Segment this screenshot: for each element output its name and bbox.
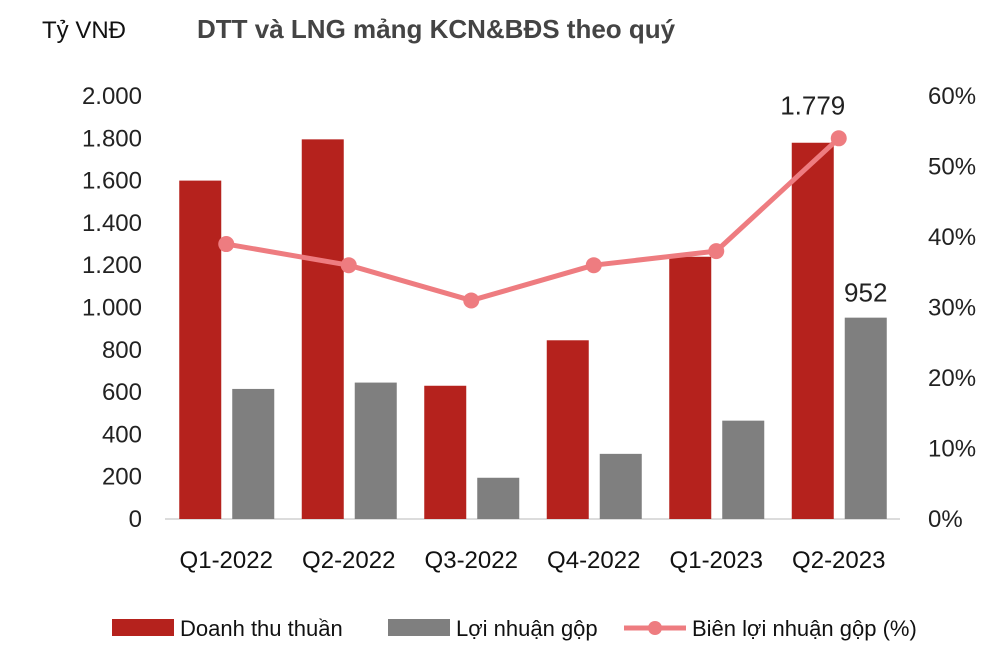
line-point (708, 243, 725, 260)
x-tick-label: Q2-2023 (792, 547, 885, 574)
bar-doanh-thu-thuan (301, 139, 344, 520)
y2-tick-label: 20% (928, 365, 976, 392)
x-tick-label: Q1-2023 (670, 547, 763, 574)
bar-doanh-thu-thuan (546, 340, 589, 519)
y-axis-left: 0 200 400 600 800 1.000 1.200 1.400 1.600 1.800 2.… (82, 83, 142, 533)
legend-label: Biên lợi nhuận gộp (%) (692, 616, 917, 641)
y-tick-label: 2.000 (82, 83, 142, 110)
y2-tick-label: 40% (928, 224, 976, 251)
y-tick-label: 1.400 (82, 210, 142, 237)
line-point (830, 130, 847, 147)
y-tick-label: 400 (102, 421, 142, 448)
y2-tick-label: 10% (928, 436, 976, 463)
x-axis-categories: Q1-2022 Q2-2022 Q3-2022 Q4-2022 Q1-2023 Q2-20… (180, 547, 886, 574)
legend: Doanh thu thuần Lợi nhuận gộp Biên lợi nhu… (112, 616, 917, 641)
y2-tick-label: 30% (928, 295, 976, 322)
y-tick-label: 200 (102, 464, 142, 491)
bar-doanh-thu-thuan (179, 180, 222, 519)
data-label: 1.779 (780, 91, 845, 121)
y-tick-label: 1.800 (82, 125, 142, 152)
line-point (463, 292, 480, 309)
legend-swatch (388, 619, 450, 636)
y2-tick-label: 60% (928, 83, 976, 110)
bar-loi-nhuan-gop (599, 453, 642, 519)
data-label: 952 (844, 278, 887, 308)
line-point (585, 257, 602, 274)
bar-loi-nhuan-gop (844, 317, 887, 519)
x-tick-label: Q2-2022 (302, 547, 395, 574)
line-point (218, 236, 235, 253)
line-point (340, 257, 357, 274)
data-labels: 1.779 952 (780, 91, 887, 308)
y-axis-right: 0% 10% 20% 30% 40% 50% 60% (928, 83, 976, 533)
bar-loi-nhuan-gop (232, 388, 275, 519)
bar-loi-nhuan-gop (354, 382, 397, 519)
y-tick-label: 800 (102, 337, 142, 364)
line-series (218, 130, 847, 309)
legend-marker (648, 621, 662, 635)
y-tick-label: 1.600 (82, 168, 142, 195)
bar-doanh-thu-thuan (424, 385, 467, 519)
legend-label: Doanh thu thuần (180, 616, 343, 641)
y-axis-unit-label: Tỷ VNĐ (42, 17, 126, 44)
y2-tick-label: 50% (928, 154, 976, 181)
y-tick-label: 1.200 (82, 252, 142, 279)
y-tick-label: 0 (129, 506, 142, 533)
y-tick-label: 600 (102, 379, 142, 406)
y-tick-label: 1.000 (82, 295, 142, 322)
x-tick-label: Q3-2022 (425, 547, 518, 574)
x-tick-label: Q1-2022 (180, 547, 273, 574)
legend-swatch (112, 619, 174, 636)
bar-loi-nhuan-gop (722, 420, 765, 519)
legend-label: Lợi nhuận gộp (456, 616, 598, 641)
y2-tick-label: 0% (928, 506, 963, 533)
bar-loi-nhuan-gop (477, 477, 520, 519)
bar-series (179, 139, 887, 520)
line-bien-loi-nhuan-gop (225, 136, 841, 303)
x-tick-label: Q4-2022 (547, 547, 640, 574)
bar-doanh-thu-thuan (669, 256, 712, 519)
bar-doanh-thu-thuan (791, 142, 834, 519)
chart-title: DTT và LNG mảng KCN&BĐS theo quý (197, 14, 676, 44)
